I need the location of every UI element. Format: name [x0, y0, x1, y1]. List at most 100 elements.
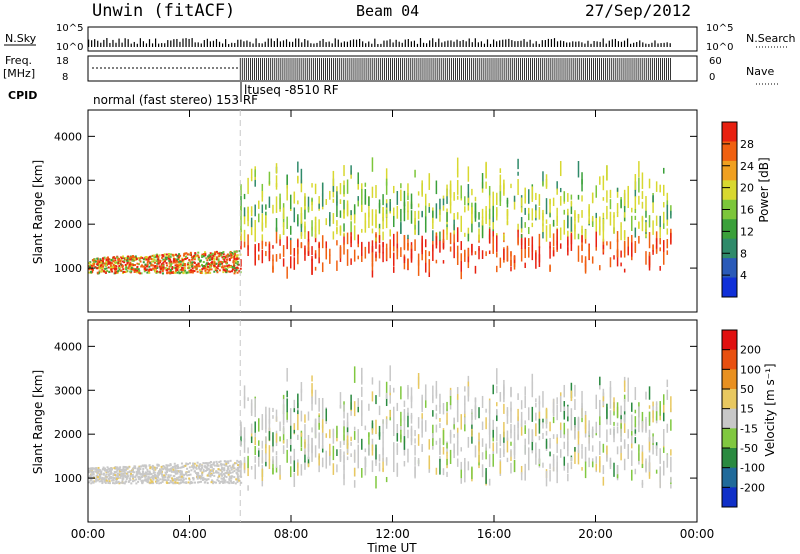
scatter-cell — [407, 407, 409, 416]
scatter-cell — [595, 463, 597, 471]
count-bar — [395, 39, 397, 47]
scatter-cell — [113, 268, 116, 271]
scatter-cell — [92, 264, 95, 267]
scatter-cell — [102, 477, 105, 480]
scatter-cell — [213, 260, 216, 263]
scatter-cell — [559, 427, 562, 438]
count-bar — [550, 39, 553, 47]
scatter-cell — [184, 255, 187, 258]
scatter-cell — [108, 482, 111, 485]
scatter-cell — [339, 226, 342, 236]
scatter-cell — [616, 188, 619, 198]
scatter-cell — [201, 477, 204, 480]
count-bar — [386, 40, 388, 47]
scatter-cell — [581, 179, 583, 192]
scatter-cell — [226, 258, 229, 261]
scatter-cell — [385, 458, 388, 466]
scatter-cell — [481, 208, 484, 219]
scatter-cell — [139, 478, 142, 481]
scatter-cell — [184, 464, 187, 467]
scatter-cell — [375, 185, 377, 198]
scatter-cell — [193, 261, 196, 264]
count-bar — [639, 40, 641, 47]
scatter-cell — [97, 479, 100, 482]
scatter-cell — [385, 381, 388, 396]
scatter-cell — [623, 414, 626, 424]
scatter-cell — [232, 463, 235, 466]
scatter-cell — [616, 427, 619, 434]
scatter-cell — [129, 261, 132, 264]
scatter-cell — [199, 476, 202, 479]
scatter-cell — [467, 386, 470, 397]
scatter-cell — [165, 473, 168, 476]
scatter-cell — [670, 210, 672, 219]
scatter-cell — [107, 467, 110, 470]
scatter-cell — [247, 245, 249, 257]
scatter-cell — [357, 198, 359, 207]
count-bar — [255, 38, 257, 47]
scatter-cell — [125, 265, 128, 268]
scatter-cell — [186, 474, 189, 477]
scatter-cell — [204, 254, 207, 257]
scatter-cell — [286, 398, 288, 413]
scatter-cell — [222, 250, 225, 253]
scatter-cell — [417, 372, 420, 389]
scatter-cell — [95, 479, 98, 482]
scatter-cell — [134, 465, 137, 468]
scatter-cell — [236, 255, 239, 258]
scatter-cell — [627, 246, 629, 253]
scatter-cell — [225, 262, 228, 265]
scatter-cell — [286, 449, 288, 463]
scatter-cell — [567, 239, 569, 252]
scatter-cell — [182, 260, 185, 263]
scatter-cell — [478, 448, 480, 463]
scatter-cell — [122, 475, 125, 478]
scatter-cell — [662, 202, 665, 208]
scatter-cell — [155, 271, 158, 274]
scatter-cell — [531, 439, 534, 451]
count-bar — [462, 39, 464, 47]
scatter-cell — [528, 227, 530, 235]
scatter-cell — [213, 258, 216, 261]
scatter-cell — [233, 462, 236, 465]
scatter-cell — [488, 409, 491, 422]
scatter-cell — [145, 473, 148, 476]
scatter-cell — [179, 268, 182, 271]
scatter-cell — [588, 457, 590, 468]
scatter-cell — [609, 410, 612, 425]
scatter-cell — [130, 270, 133, 273]
count-bar — [276, 38, 278, 47]
scatter-cell — [146, 473, 149, 476]
scatter-cell — [275, 196, 278, 213]
scatter-cell — [424, 262, 427, 273]
scatter-cell — [139, 257, 142, 260]
scatter-cell — [552, 197, 555, 207]
scatter-cell — [325, 248, 328, 260]
scatter-cell — [250, 402, 253, 413]
scatter-cell — [289, 237, 292, 242]
count-bar — [212, 40, 215, 47]
scatter-cell — [371, 252, 374, 267]
scatter-cell — [171, 265, 174, 268]
scatter-cell — [300, 179, 303, 193]
scatter-cell — [186, 467, 189, 470]
scatter-cell — [142, 265, 145, 268]
scatter-cell — [528, 207, 530, 214]
scatter-cell — [385, 243, 388, 260]
scatter-cell — [343, 474, 345, 486]
scatter-cell — [120, 472, 123, 475]
scatter-cell — [130, 265, 133, 268]
scatter-cell — [265, 461, 267, 467]
scatter-cell — [574, 446, 576, 452]
scatter-cell — [154, 477, 157, 480]
colorbar-segment — [722, 369, 737, 390]
colorbar-segment — [722, 330, 737, 351]
scatter-cell — [329, 190, 331, 200]
scatter-cell — [464, 457, 466, 466]
scatter-cell — [652, 442, 654, 455]
scatter-cell — [98, 265, 101, 268]
scatter-cell — [176, 267, 179, 270]
scatter-cell — [88, 471, 91, 474]
scatter-cell — [239, 465, 242, 468]
scatter-cell — [204, 469, 207, 472]
